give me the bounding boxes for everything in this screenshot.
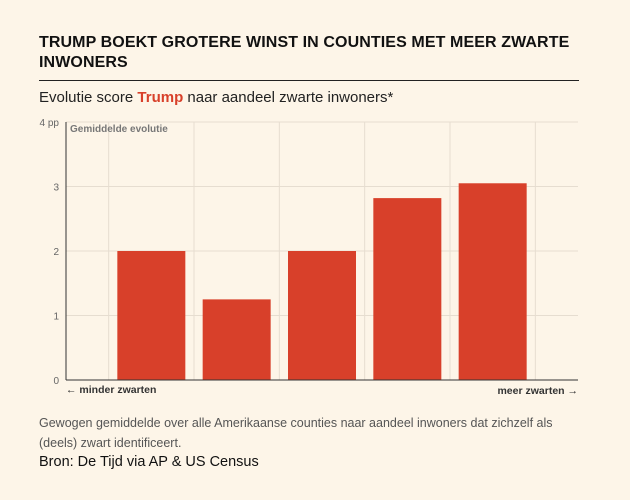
y-tick-label: 1 — [53, 312, 59, 323]
subtitle-text-after: naar aandeel zwarte inwoners* — [183, 89, 394, 106]
chart-title: TRUMP BOEKT GROTERE WINST IN COUNTIES ME… — [39, 34, 570, 71]
y-tick-label: 2 — [53, 247, 59, 258]
bar-2 — [202, 299, 271, 380]
bar-3 — [288, 251, 356, 380]
bar-4 — [373, 198, 442, 380]
bar-5 — [458, 183, 527, 380]
x-axis-left-label: ← minder zwarten — [66, 384, 156, 396]
subtitle-text-before: Evolutie score — [39, 89, 138, 106]
subtitle-highlight: Trump — [137, 89, 184, 106]
title-divider — [39, 80, 579, 81]
footnote: Gewogen gemiddelde over alle Amerikaanse… — [39, 416, 553, 450]
bars-layer — [117, 183, 527, 380]
chart-subtitle: Evolutie score Trump naar aandeel zwarte… — [39, 89, 393, 106]
source-credit: Bron: De Tijd via AP & US Census — [39, 454, 259, 470]
series-label: Gemiddelde evolutie — [70, 124, 168, 135]
y-tick-label: 4 pp — [40, 118, 60, 129]
axis-layer: Gemiddelde evolutie ← minder zwarten mee… — [65, 122, 578, 397]
y-tick-label: 3 — [53, 183, 59, 194]
bar-1 — [117, 251, 186, 380]
y-tick-label: 0 — [53, 376, 59, 387]
bar-chart: 0 1 2 3 4 pp Gemiddelde evolutie ← minder zw… — [40, 118, 578, 397]
x-axis-right-label: meer zwarten → — [497, 385, 578, 397]
